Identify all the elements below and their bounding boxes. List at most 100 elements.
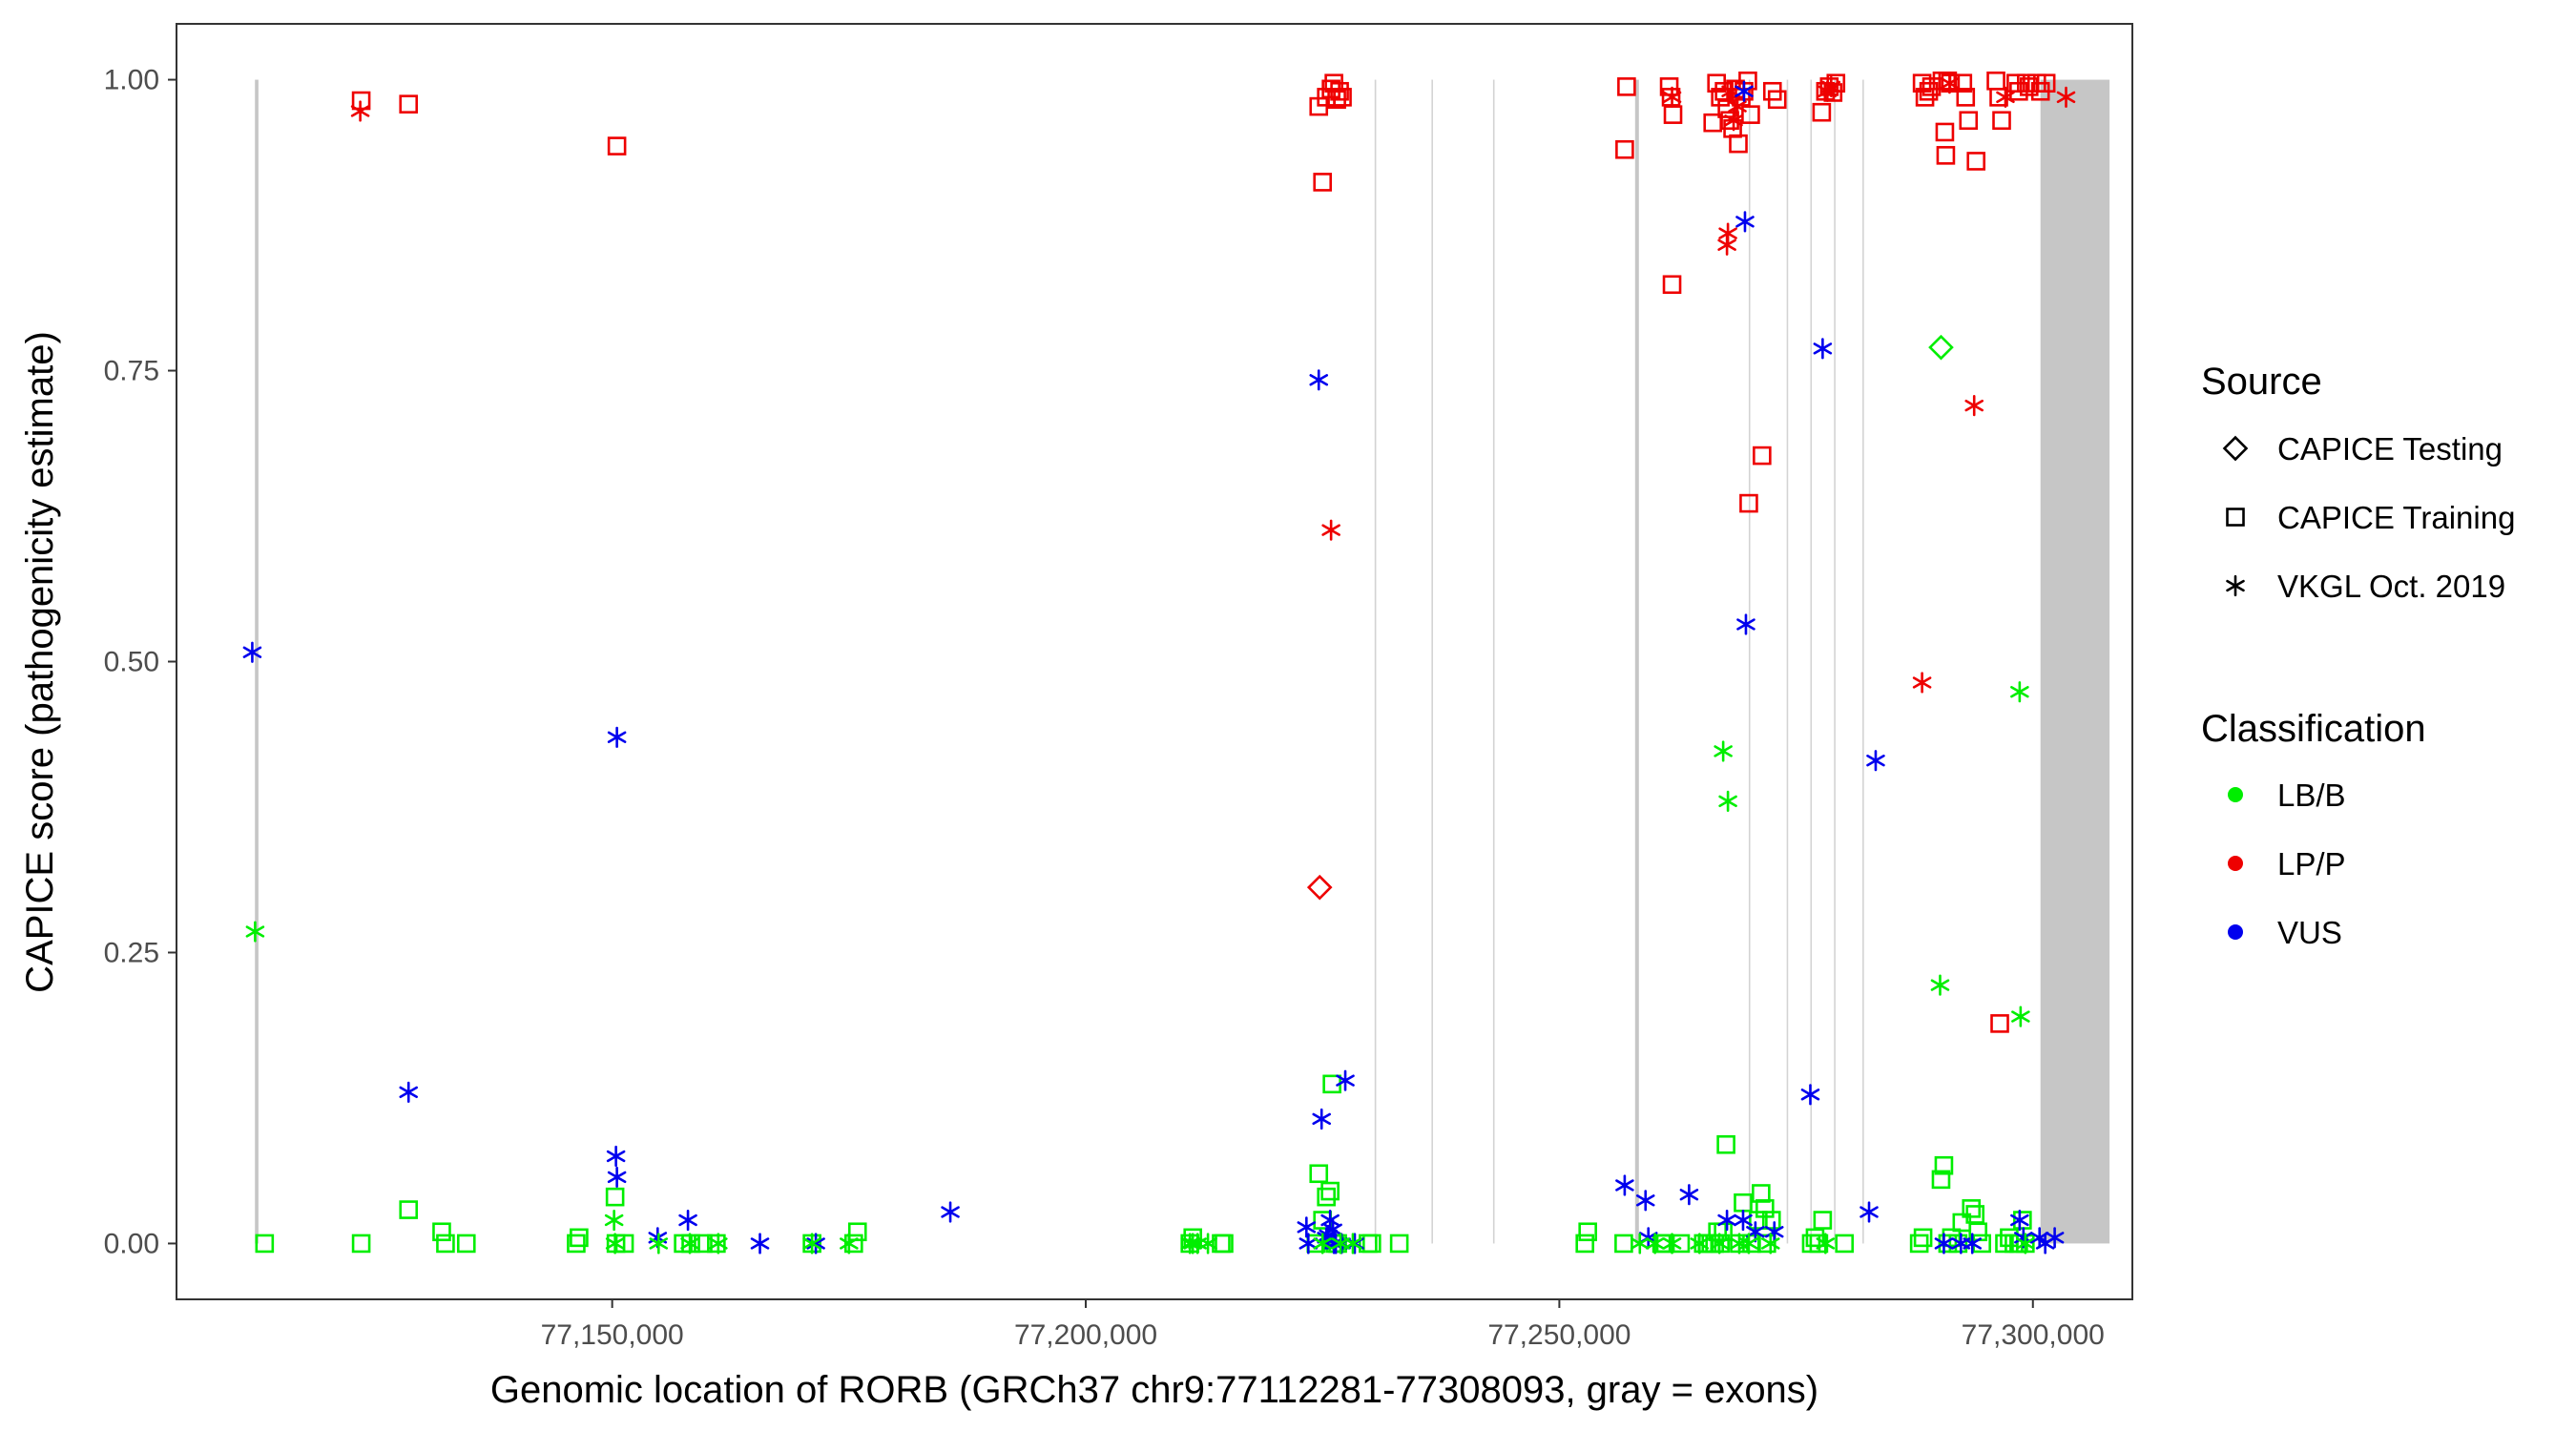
point-vkgl-LBB-214 (1198, 1233, 1217, 1255)
point-training-LPP-55 (1992, 111, 2011, 131)
point-training-LBB-71 (570, 1228, 589, 1248)
point-vkgl-LBB-224 (1718, 790, 1737, 812)
point-training-LBB-67 (432, 1222, 451, 1242)
point-vkgl-LBB-210 (840, 1233, 859, 1255)
y-tick-label: 0.75 (104, 356, 159, 387)
point-vkgl-LPP-155 (1996, 86, 2015, 108)
point-training-LBB-87 (1389, 1234, 1409, 1254)
legend-key-training (2226, 508, 2245, 527)
point-training-LPP-16 (1663, 105, 1683, 124)
point-vkgl-VUS-198 (2010, 1209, 2029, 1232)
point-vkgl-VUS-166 (941, 1201, 960, 1223)
legend-key-vkgl (2226, 574, 2245, 597)
point-training-LPP-56 (1990, 1014, 2009, 1033)
y-tick-label: 1.00 (104, 65, 159, 96)
exon-band-11 (2040, 79, 2110, 1244)
point-training-LPP-42 (1919, 81, 1939, 101)
x-tick-label: 77,150,000 (541, 1319, 684, 1351)
point-vkgl-LBB-225 (1730, 1233, 1749, 1255)
point-training-LBB-122 (1813, 1211, 1833, 1230)
point-training-LBB-64 (255, 1234, 275, 1254)
y-tick-label: 0.50 (104, 647, 159, 678)
x-axis-ticks: 77,150,000 77,200,000 77,250,000 77,300,000 (541, 1299, 2105, 1351)
point-training-LBB-66 (399, 1200, 419, 1219)
point-training-LPP-2 (399, 94, 419, 114)
legend-label-lpp: LP/P (2277, 846, 2346, 881)
point-training-LPP-35 (1812, 102, 1832, 122)
legend-key-vus (2228, 924, 2243, 940)
point-vkgl-LPP-142 (350, 100, 370, 122)
point-training-LBB-120 (1805, 1228, 1825, 1248)
point-vkgl-LPP-143 (1321, 519, 1340, 541)
point-vkgl-VUS-165 (806, 1233, 825, 1255)
point-training-LBB-135 (1972, 1234, 1991, 1254)
point-vkgl-LBB-227 (1761, 1233, 1780, 1255)
exon-band-7 (1786, 79, 1789, 1244)
point-training-LBB-86 (1362, 1234, 1381, 1254)
point-training-LBB-116 (1755, 1199, 1775, 1218)
point-training-LPP-52 (1966, 152, 1985, 171)
point-vkgl-LPP-153 (1940, 73, 1960, 94)
point-training-LBB-128 (1938, 1234, 1958, 1254)
point-vkgl-LBB-215 (1313, 1233, 1332, 1255)
point-vkgl-VUS-168 (1298, 1233, 1319, 1255)
point-vkgl-LBB-211 (1180, 1233, 1199, 1255)
y-tick-label: 0.25 (104, 937, 159, 968)
point-training-LPP-10 (1330, 81, 1349, 101)
point-vkgl-VUS-158 (399, 1081, 418, 1103)
plot-panel-border (176, 23, 2133, 1300)
point-training-LPP-51 (1959, 111, 1979, 131)
point-training-LBB-98 (1578, 1222, 1597, 1242)
point-vkgl-VUS-202 (2045, 1227, 2065, 1249)
point-training-LBB-96 (1359, 1234, 1378, 1254)
point-vkgl-VUS-197 (1963, 1233, 1982, 1255)
point-training-LBB-80 (844, 1234, 863, 1254)
point-training-LPP-3 (607, 136, 627, 156)
point-training-LBB-112 (1734, 1192, 1753, 1213)
x-tick-label: 77,300,000 (1962, 1319, 2105, 1351)
point-training-LBB-68 (436, 1234, 455, 1254)
legend-classification-title: Classification (2201, 708, 2426, 750)
point-vkgl-LPP-149 (1728, 95, 1747, 117)
point-testing-LPP-233 (1306, 874, 1333, 901)
point-vkgl-LPP-151 (1821, 75, 1841, 97)
point-training-LBB-138 (2005, 1234, 2024, 1254)
data-points (242, 71, 2076, 1255)
point-vkgl-VUS-161 (607, 1166, 627, 1188)
point-vkgl-VUS-160 (606, 1145, 626, 1168)
point-training-LPP-46 (1936, 146, 1956, 165)
point-vkgl-LPP-154 (1964, 395, 1984, 417)
point-vkgl-LPP-152 (1912, 672, 1932, 694)
point-training-LPP-50 (1956, 88, 1976, 107)
point-vkgl-VUS-192 (1813, 338, 1833, 360)
point-vkgl-LPP-144 (1662, 86, 1682, 108)
point-vkgl-VUS-163 (678, 1209, 697, 1232)
point-vkgl-LBB-219 (1645, 1233, 1665, 1255)
point-training-LBB-85 (1215, 1234, 1234, 1254)
point-vkgl-VUS-187 (1735, 211, 1755, 233)
point-training-LPP-63 (2036, 73, 2056, 93)
point-training-LBB-78 (707, 1234, 726, 1254)
point-testing-LBB-234 (1928, 334, 1954, 361)
legend-label-vus: VUS (2277, 915, 2342, 950)
point-training-LBB-72 (605, 1187, 625, 1207)
point-training-LBB-65 (351, 1234, 371, 1254)
point-vkgl-LBB-218 (1631, 1233, 1650, 1255)
point-vkgl-LPP-146 (1718, 222, 1737, 244)
point-vkgl-VUS-159 (607, 726, 627, 748)
point-vkgl-VUS-176 (1320, 1209, 1340, 1232)
exon-band-1 (255, 79, 259, 1244)
point-vkgl-LBB-204 (604, 1209, 624, 1232)
point-vkgl-VUS-194 (1866, 750, 1885, 772)
point-training-LBB-95 (1328, 1234, 1347, 1254)
point-vkgl-LBB-209 (802, 1233, 821, 1255)
legend-label-lbb: LB/B (2277, 778, 2346, 813)
legend-key-lpp (2228, 856, 2243, 871)
exon-band-3 (1431, 79, 1433, 1244)
point-vkgl-VUS-188 (1736, 613, 1755, 635)
point-vkgl-VUS-180 (1615, 1174, 1634, 1196)
point-vkgl-VUS-195 (1934, 1233, 1954, 1255)
point-vkgl-VUS-183 (1679, 1184, 1699, 1206)
y-tick-label: 0.00 (104, 1228, 159, 1259)
point-vkgl-LBB-206 (649, 1233, 669, 1255)
